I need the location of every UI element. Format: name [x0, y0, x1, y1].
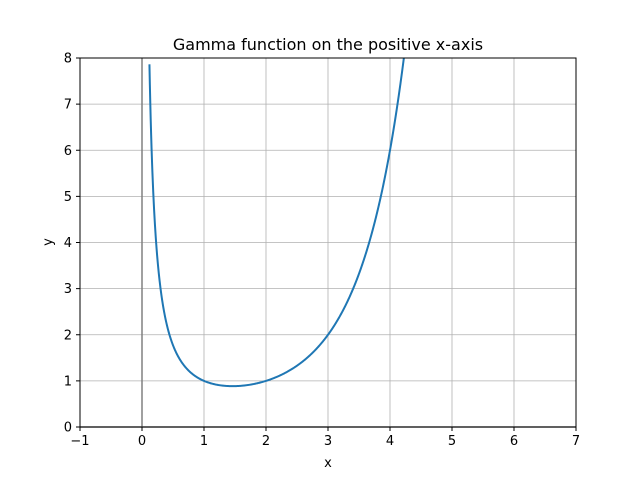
x-tick-label: 4 [386, 434, 394, 449]
x-tick-label: 7 [572, 434, 580, 449]
plot-area [148, 58, 405, 388]
y-tick-label: 5 [64, 190, 72, 205]
y-tick-label: 0 [64, 421, 72, 436]
x-tick-label: −1 [70, 434, 89, 449]
x-tick-label: 6 [510, 434, 518, 449]
x-tick-label: 0 [138, 434, 146, 449]
x-tick-label: 1 [200, 434, 208, 449]
y-tick-label: 7 [64, 98, 72, 113]
y-tick-label: 3 [64, 282, 72, 297]
y-tick-label: 4 [64, 236, 72, 251]
y-axis-label: y [41, 238, 56, 246]
y-tick-label: 8 [64, 52, 72, 67]
y-tick-label: 6 [64, 144, 72, 159]
y-tick-label: 1 [64, 374, 72, 389]
gamma-curve [148, 58, 405, 388]
x-tick-label: 5 [448, 434, 456, 449]
x-tick-label: 3 [324, 434, 332, 449]
chart-title: Gamma function on the positive x-axis [173, 35, 483, 54]
x-axis-label: x [324, 456, 332, 471]
y-tick-label: 2 [64, 328, 72, 343]
x-tick-label: 2 [262, 434, 270, 449]
